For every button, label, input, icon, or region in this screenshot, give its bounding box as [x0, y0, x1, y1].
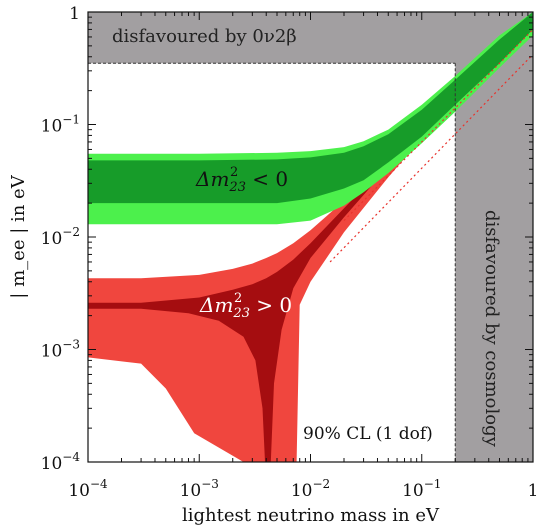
x-tick-exp: −3 [201, 477, 219, 491]
x-tick-base: 10 [291, 481, 313, 501]
axes: 10−4 10−3 10−2 10−1 110−410−310−210−11 [41, 4, 539, 501]
inverted-band-inner [88, 12, 533, 204]
x-tick-exp: −1 [424, 477, 442, 491]
normal-label-sup: 2 [234, 291, 242, 306]
normal-label-symbol: Δm [199, 293, 233, 317]
x-tick-exp: −2 [312, 477, 330, 491]
x-tick-label: 10−2 [291, 477, 330, 501]
x-tick-base: 1 [528, 481, 539, 501]
y-tick-label: 10−3 [41, 338, 80, 362]
y-tick-exp: −4 [62, 450, 80, 464]
normal-ordering-label: Δm232 > 0 [199, 291, 292, 321]
inverted-label-relation: < 0 [252, 167, 288, 191]
y-tick-base: 10 [41, 229, 63, 249]
x-tick-label: 10−3 [180, 477, 219, 501]
x-tick-base: 10 [180, 481, 202, 501]
x-tick-exp: −4 [90, 477, 108, 491]
normal-label-sub: 23 [232, 306, 250, 321]
inverted-ordering-label: Δm232 < 0 [195, 165, 288, 195]
x-tick-base: 10 [68, 481, 90, 501]
confidence-level-note: 90% CL (1 dof) [303, 424, 433, 444]
region-labels: disfavoured by 0ν2β disfavoured by cosmo… [112, 26, 502, 448]
y-tick-base: 10 [41, 454, 63, 474]
y-tick-base: 10 [41, 342, 63, 362]
y-tick-label: 1 [69, 4, 80, 24]
y-tick-exp: −2 [62, 225, 80, 239]
plot-clipped [88, 12, 533, 462]
x-axis-label: lightest neutrino mass in eV [182, 505, 440, 526]
plot-area [88, 12, 533, 462]
disfavoured-cosmology-label: disfavoured by cosmology [481, 210, 502, 448]
diagonal-guide-1 [329, 53, 533, 263]
y-tick-exp: −3 [62, 338, 80, 352]
y-tick-label: 10−2 [41, 225, 80, 249]
normal-label-relation: > 0 [256, 293, 292, 317]
y-tick-exp: −1 [62, 113, 80, 127]
x-tick-label: 10−1 [402, 477, 441, 501]
y-tick-base: 1 [69, 4, 80, 24]
y-tick-base: 10 [41, 117, 63, 137]
x-tick-label: 10−4 [68, 477, 108, 501]
y-tick-label: 10−4 [41, 450, 81, 474]
inverted-label-sup: 2 [230, 165, 238, 180]
y-tick-label: 10−1 [41, 113, 80, 137]
inverted-label-sub: 23 [228, 180, 246, 195]
x-tick-label: 1 [528, 481, 539, 501]
inverted-label-symbol: Δm [195, 167, 229, 191]
y-axis-label: | m_ee | in eV [8, 174, 29, 298]
x-tick-base: 10 [402, 481, 424, 501]
disfavoured-0v2b-label: disfavoured by 0ν2β [112, 26, 297, 47]
normal-band-outer [88, 12, 533, 462]
